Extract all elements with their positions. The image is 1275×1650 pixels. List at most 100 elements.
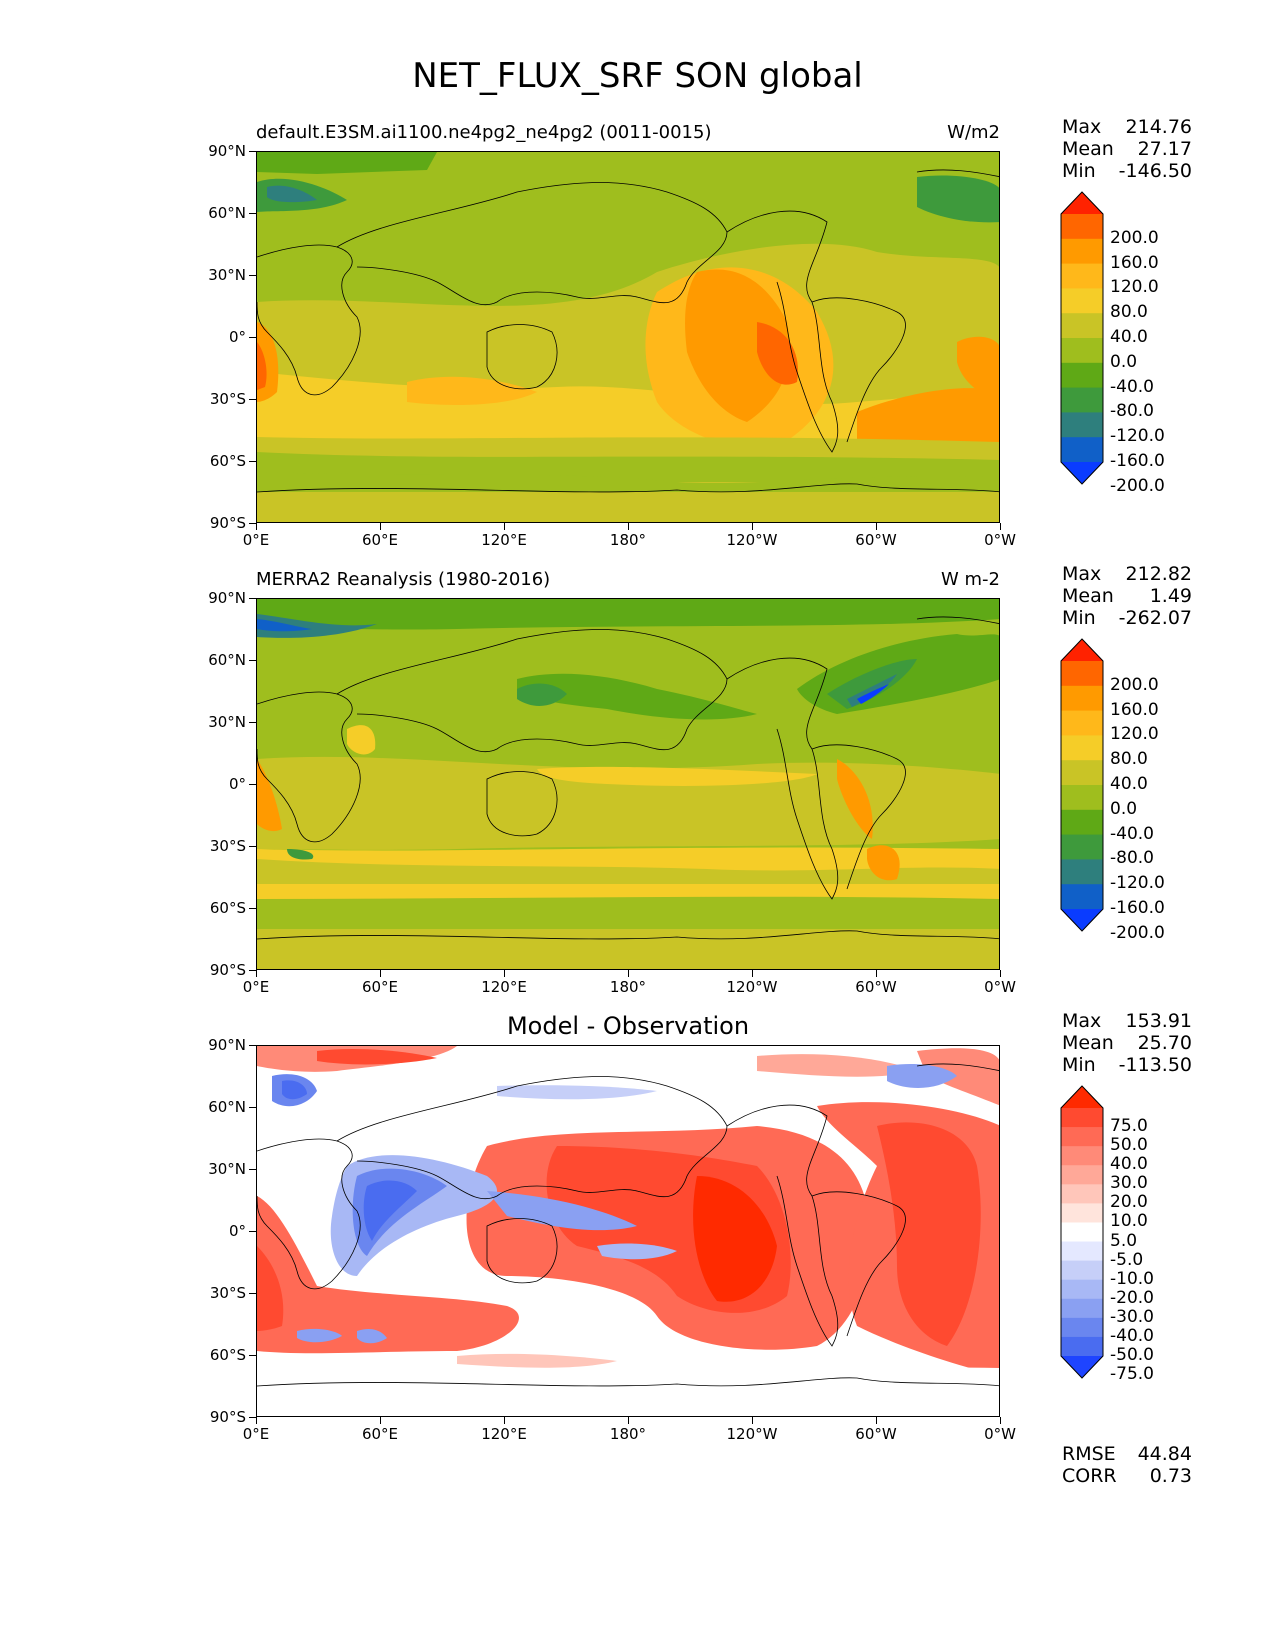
- colorbar-tick-label: 10.0: [1110, 1211, 1148, 1232]
- colorbar-segment: [1061, 437, 1103, 463]
- y-tick-mark: [249, 598, 256, 599]
- stat-value: -146.50: [1118, 160, 1192, 182]
- colorbar-tick-label: -10.0: [1110, 1268, 1154, 1289]
- colorbar-segment: [1061, 834, 1103, 860]
- colorbar-segment: [1061, 1241, 1103, 1262]
- y-tick-label: 30°S: [209, 1284, 246, 1302]
- colorbar-segment: [1061, 884, 1103, 910]
- colorbar-segment: [1061, 238, 1103, 265]
- y-tick-label: 90°N: [208, 589, 246, 607]
- x-tick-mark: [256, 523, 257, 530]
- y-tick-label: 30°N: [208, 713, 246, 731]
- panel-model-map: [256, 151, 1000, 523]
- x-tick-mark: [876, 970, 877, 977]
- colorbar-segment: [1061, 785, 1103, 811]
- colorbar-segment: [1061, 214, 1103, 240]
- x-tick-mark: [752, 1417, 753, 1424]
- colorbar-min-extension: [1061, 909, 1103, 931]
- y-tick-label: 30°S: [209, 390, 246, 408]
- colorbar-tick-label: -30.0: [1110, 1306, 1154, 1327]
- colorbar-tick-label: 80.0: [1110, 302, 1148, 323]
- panel-diff-title: Model - Observation: [506, 1012, 750, 1040]
- y-tick-label: 0°: [228, 1222, 246, 1240]
- x-tick-mark: [1000, 1417, 1001, 1424]
- colorbar-segment: [1061, 685, 1103, 712]
- colorbar-segment: [1061, 1298, 1103, 1319]
- panel-obs-title: MERRA2 Reanalysis (1980-2016): [256, 569, 551, 590]
- x-tick-label: 0°W: [984, 1425, 1016, 1443]
- x-tick-label: 60°E: [361, 1425, 399, 1443]
- colorbar-segment: [1061, 661, 1103, 687]
- panel-diff: Model - Observation: [0, 1010, 1275, 1487]
- x-tick-label: 0°W: [984, 978, 1016, 996]
- colorbar-tick-label: 0.0: [1110, 798, 1138, 819]
- x-tick-mark: [876, 1417, 877, 1424]
- x-tick-mark: [628, 1417, 629, 1424]
- colorbar-tick-label: 200.0: [1110, 674, 1159, 695]
- x-tick-label: 0°E: [242, 1425, 270, 1443]
- colorbar-tick-label: 40.0: [1110, 327, 1148, 347]
- colorbar-segment: [1061, 760, 1103, 786]
- colorbar-segment: [1061, 288, 1103, 314]
- y-tick-label: 90°N: [208, 1036, 246, 1054]
- y-tick-mark: [249, 275, 256, 276]
- colorbar-tick-label: -50.0: [1110, 1345, 1154, 1365]
- summary-stats: Max 212.82 Mean 1.49 Min -262.07: [1062, 563, 1192, 629]
- x-tick-mark: [504, 523, 505, 530]
- colorbar-min-extension: [1061, 462, 1103, 484]
- colorbar-segment: [1061, 362, 1103, 389]
- stat-label: Min: [1062, 160, 1096, 182]
- y-tick-label: 90°S: [209, 961, 246, 979]
- panel-model-units: W/m2: [947, 122, 1000, 143]
- colorbar-max-extension: [1061, 639, 1103, 661]
- colorbar-tick-label: -200.0: [1110, 922, 1165, 943]
- x-tick-mark: [1000, 970, 1001, 977]
- colorbar-tick-label: -5.0: [1110, 1249, 1144, 1270]
- colorbar-tick-label: -40.0: [1110, 1325, 1154, 1346]
- colorbar-tick-label: -160.0: [1110, 898, 1165, 918]
- y-tick-mark: [249, 523, 256, 524]
- x-tick-label: 120°W: [726, 978, 778, 996]
- colorbar-tick-label: 160.0: [1110, 252, 1159, 273]
- colorbar-outline: [1060, 638, 1104, 932]
- colorbar-tick-label: 120.0: [1110, 724, 1159, 745]
- colorbar-tick-label: -80.0: [1110, 401, 1154, 422]
- figure-title: NET_FLUX_SRF SON global: [412, 56, 863, 96]
- colorbar-tick-label: -200.0: [1110, 475, 1165, 496]
- y-tick-mark: [249, 1355, 256, 1356]
- colorbar: [1060, 191, 1104, 485]
- summary-stats: Max 214.76 Mean 27.17 Min -146.50: [1062, 116, 1192, 182]
- stat-label: Min: [1062, 607, 1096, 629]
- stat-label: Min: [1062, 1054, 1096, 1076]
- panel-obs-map: [256, 598, 1000, 970]
- stat-label: Mean: [1062, 585, 1114, 607]
- x-tick-mark: [380, 523, 381, 530]
- x-tick-label: 120°W: [726, 1425, 778, 1443]
- stat-label: Max: [1062, 116, 1102, 138]
- y-tick-mark: [249, 908, 256, 909]
- colorbar-tick-label: 120.0: [1110, 277, 1159, 298]
- panel-model: default.E3SM.ai1100.ne4pg2_ne4pg2 (0011-…: [0, 116, 1275, 586]
- colorbar-tick-label: 160.0: [1110, 699, 1159, 720]
- stat-value: 212.82: [1125, 563, 1192, 585]
- x-tick-label: 60°E: [361, 531, 399, 549]
- colorbar-tick-label: 0.0: [1110, 351, 1138, 372]
- colorbar-segment: [1061, 1203, 1103, 1223]
- colorbar: [1060, 638, 1104, 932]
- colorbar-segment: [1061, 1336, 1103, 1357]
- colorbar-segment: [1061, 1317, 1103, 1338]
- colorbar-tick-label: 50.0: [1110, 1135, 1148, 1156]
- y-tick-mark: [249, 784, 256, 785]
- colorbar-tick-label: 40.0: [1110, 774, 1148, 794]
- colorbar-tick-label: 75.0: [1110, 1116, 1148, 1137]
- rmse-value: 44.84: [1137, 1443, 1192, 1465]
- y-tick-mark: [249, 1231, 256, 1232]
- colorbar-segment: [1061, 387, 1103, 413]
- y-tick-mark: [249, 1417, 256, 1418]
- colorbar-tick-label: 40.0: [1110, 1154, 1148, 1175]
- x-tick-mark: [876, 523, 877, 530]
- y-tick-mark: [249, 846, 256, 847]
- colorbar-segment: [1061, 263, 1103, 289]
- x-tick-label: 60°E: [361, 978, 399, 996]
- y-tick-mark: [249, 337, 256, 338]
